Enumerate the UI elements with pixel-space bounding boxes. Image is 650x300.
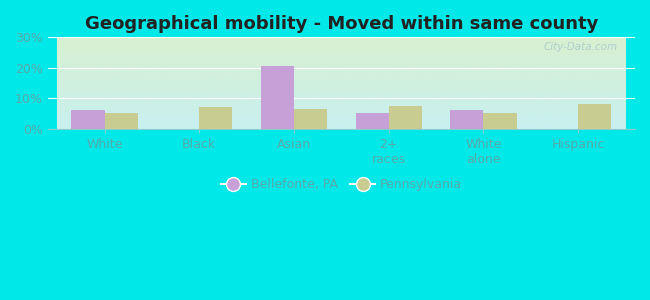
Bar	[450, 110, 484, 129]
Bar	[261, 66, 294, 129]
Bar	[578, 104, 611, 129]
Text: City-Data.com: City-Data.com	[543, 42, 618, 52]
Bar	[72, 110, 105, 129]
Bar	[356, 113, 389, 129]
Legend: Bellefonte, PA, Pennsylvania: Bellefonte, PA, Pennsylvania	[216, 173, 467, 196]
Bar	[389, 106, 422, 129]
Title: Geographical mobility - Moved within same county: Geographical mobility - Moved within sam…	[84, 15, 598, 33]
Bar	[200, 107, 233, 129]
Bar	[294, 109, 327, 129]
Bar	[105, 113, 138, 129]
Bar	[484, 113, 517, 129]
